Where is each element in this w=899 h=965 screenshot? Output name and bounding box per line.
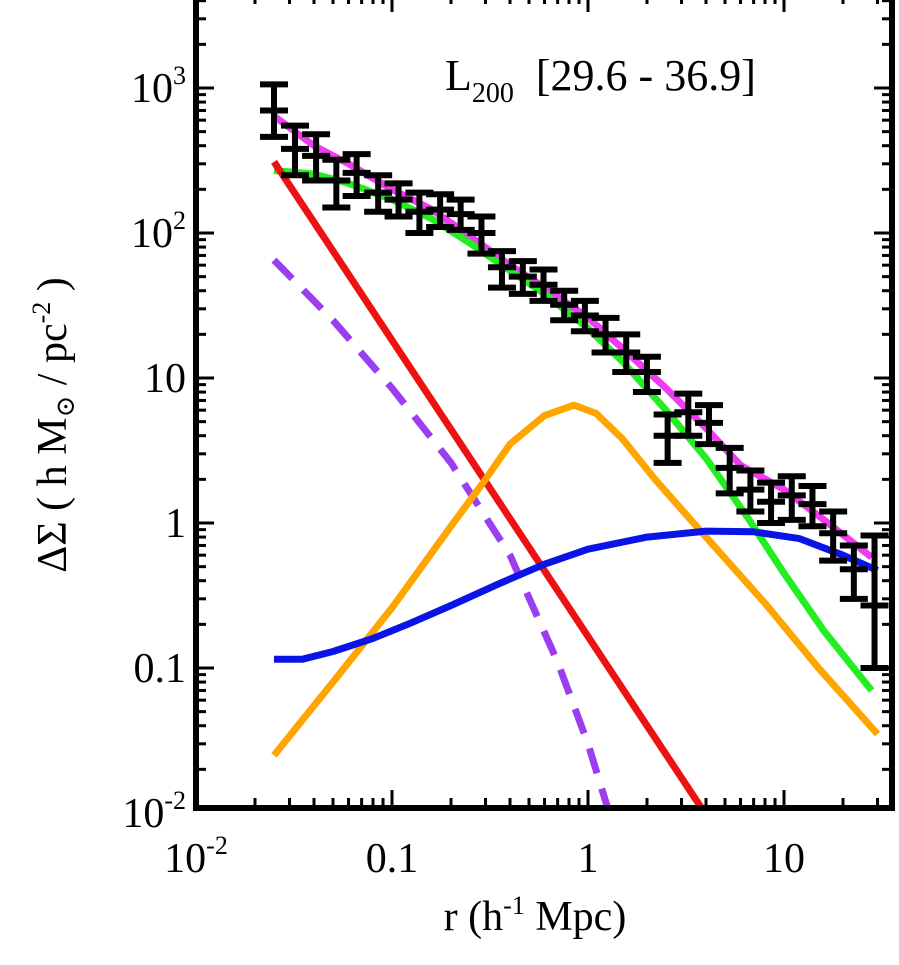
data-point <box>364 172 393 215</box>
y-tick-label: 103 <box>131 61 186 112</box>
y-tick-label: 10-2 <box>122 786 186 837</box>
series-line-satellite <box>271 401 881 758</box>
data-point <box>798 482 827 530</box>
data-point <box>757 479 786 526</box>
x-tick-label: 0.1 <box>366 836 419 882</box>
y-tick-label: 10 <box>144 356 186 402</box>
data-point <box>550 287 579 324</box>
title-subscript: 200 <box>472 78 514 109</box>
chart-title: L200 [29.6 - 36.9] <box>445 51 756 109</box>
data-point <box>839 542 868 602</box>
series-line-total <box>271 113 874 561</box>
y-tick-label: 0.1 <box>134 646 187 692</box>
data-point <box>508 258 537 297</box>
plot-frame <box>193 0 895 811</box>
data-point <box>281 122 310 179</box>
data-point <box>384 180 413 220</box>
series-line-baryonic <box>271 159 706 808</box>
series-line-dashed <box>271 257 612 808</box>
x-tick-label: 10 <box>763 836 805 882</box>
data-point <box>694 402 723 448</box>
x-axis-title-prefix: r (h <box>444 894 503 940</box>
y-tick-label: 1 <box>165 501 186 547</box>
data-point <box>529 266 558 304</box>
data-point <box>777 473 806 523</box>
error-bars-layer <box>259 81 889 671</box>
x-tick-label: 1 <box>578 836 599 882</box>
y-axis-title-mid: / pc <box>30 323 76 395</box>
y-axis-title: ΔΣ ( h M⊙ / pc-2 ) <box>27 277 80 573</box>
series-layer <box>271 113 881 808</box>
title-main: L <box>445 51 472 100</box>
data-point <box>487 248 516 291</box>
x-axis-title-suffix: Mpc) <box>525 894 626 940</box>
y-axis-title-sup: -2 <box>27 302 56 324</box>
series-line-two-halo <box>274 527 879 663</box>
y-tick-label: 102 <box>131 206 186 257</box>
data-point <box>736 467 765 515</box>
tick-marks <box>194 0 892 808</box>
x-axis-title: r (h-1 Mpc) <box>444 891 627 940</box>
title-range: [29.6 - 36.9] <box>536 51 756 100</box>
data-point <box>819 508 848 564</box>
data-point <box>322 156 351 211</box>
data-point <box>632 353 661 396</box>
y-axis-title-suffix: ) <box>30 277 76 302</box>
y-axis-title-sun: ⊙ <box>51 396 80 418</box>
y-tick-labels: 10-2 0.1 1 10 102 103 <box>122 61 186 837</box>
y-axis-title-prefix: ΔΣ ( h M <box>30 417 76 572</box>
x-tick-labels: 10-2 0.1 1 10 <box>164 831 805 882</box>
x-tick-label: 10-2 <box>164 831 228 882</box>
data-point <box>674 390 703 439</box>
x-axis-title-sup: -1 <box>503 891 525 920</box>
data-point <box>259 81 288 140</box>
